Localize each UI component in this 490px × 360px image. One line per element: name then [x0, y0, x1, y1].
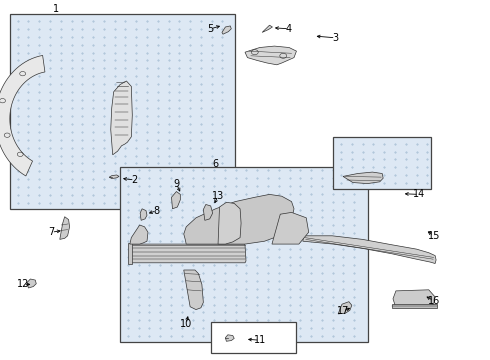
Text: 3: 3 — [333, 33, 339, 43]
Text: 5: 5 — [208, 24, 214, 34]
Bar — [120, 167, 368, 342]
Polygon shape — [203, 204, 213, 220]
Polygon shape — [109, 175, 119, 179]
Bar — [10, 14, 235, 209]
Text: 12: 12 — [17, 279, 30, 289]
Text: 17: 17 — [337, 306, 349, 316]
Polygon shape — [245, 46, 296, 65]
Text: 7: 7 — [49, 227, 54, 237]
Polygon shape — [218, 202, 241, 244]
Polygon shape — [128, 243, 132, 264]
Polygon shape — [303, 236, 436, 264]
Polygon shape — [338, 302, 352, 314]
Polygon shape — [27, 279, 36, 288]
Text: 14: 14 — [413, 189, 425, 199]
Polygon shape — [393, 290, 435, 308]
Text: 2: 2 — [132, 175, 138, 185]
Polygon shape — [225, 335, 234, 341]
Text: 16: 16 — [427, 296, 440, 306]
Text: 4: 4 — [286, 24, 292, 34]
Polygon shape — [140, 209, 147, 220]
Polygon shape — [262, 25, 272, 32]
Polygon shape — [272, 212, 309, 244]
Text: 6: 6 — [213, 159, 219, 169]
Polygon shape — [111, 81, 132, 155]
Polygon shape — [222, 26, 231, 34]
Polygon shape — [172, 192, 180, 209]
Text: 9: 9 — [173, 179, 179, 189]
Bar — [333, 137, 431, 189]
Text: 10: 10 — [180, 319, 192, 329]
Polygon shape — [184, 194, 294, 244]
Text: 13: 13 — [212, 191, 224, 201]
Polygon shape — [130, 244, 246, 263]
Text: 1: 1 — [53, 4, 59, 14]
Polygon shape — [392, 304, 437, 308]
Text: 11: 11 — [254, 335, 266, 345]
Polygon shape — [343, 172, 383, 184]
Polygon shape — [0, 55, 45, 176]
Bar — [211, 322, 296, 353]
Polygon shape — [184, 270, 203, 310]
Polygon shape — [60, 217, 70, 239]
Polygon shape — [130, 225, 148, 244]
Text: 15: 15 — [427, 231, 440, 241]
Text: 8: 8 — [154, 206, 160, 216]
